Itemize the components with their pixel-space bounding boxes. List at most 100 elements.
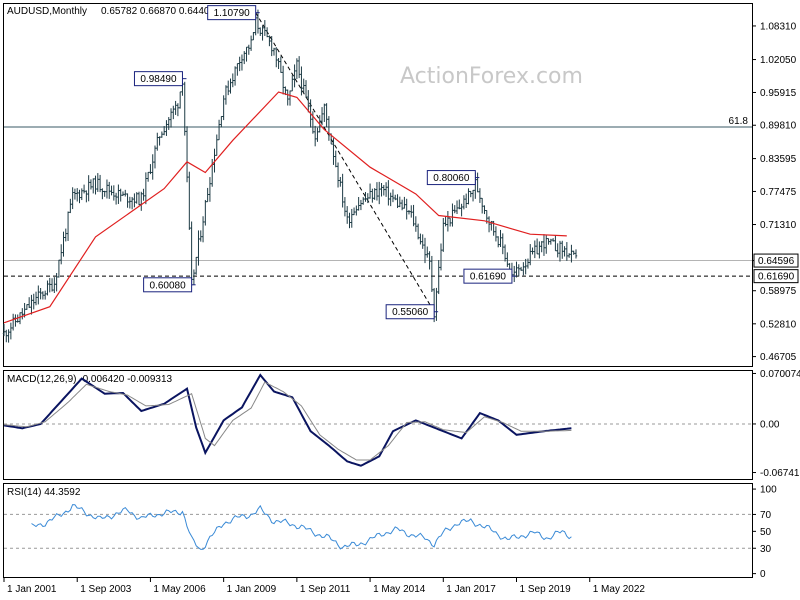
price-bar <box>357 197 360 211</box>
price-bar <box>444 216 447 227</box>
price-bar <box>535 238 539 255</box>
price-bar <box>389 192 392 207</box>
price-bar <box>7 329 10 343</box>
price-bar <box>114 192 118 205</box>
watermark: ActionForex.com <box>400 64 583 89</box>
price-bar <box>41 291 45 300</box>
price-bar <box>435 287 438 321</box>
price-bar <box>355 205 358 216</box>
price-bar <box>352 207 356 216</box>
price-bar <box>407 210 411 215</box>
price-bar <box>153 145 157 169</box>
svg-text:1.08310: 1.08310 <box>760 21 797 32</box>
price-bar <box>236 63 239 76</box>
price-bar <box>227 80 230 96</box>
svg-text:1 Sep 2003: 1 Sep 2003 <box>80 584 132 595</box>
price-bar <box>574 249 578 259</box>
macd-line-macd <box>3 373 572 467</box>
price-bar <box>549 238 553 245</box>
svg-text:1.02050: 1.02050 <box>760 55 797 66</box>
price-axis-tick: 0.71310 <box>752 220 797 231</box>
price-bar <box>5 329 8 343</box>
price-bar <box>414 216 418 232</box>
price-bar <box>103 190 106 197</box>
svg-text:0.070074: 0.070074 <box>760 369 800 380</box>
price-bar <box>439 243 443 271</box>
price-bar <box>382 184 386 196</box>
time-axis-tick: 1 May 2006 <box>149 577 206 595</box>
price-bar <box>108 181 111 199</box>
price-bar <box>570 244 573 263</box>
price-bar <box>387 180 390 206</box>
svg-text:50: 50 <box>760 527 772 538</box>
price-bar <box>346 206 349 224</box>
price-bar <box>112 185 116 201</box>
price-bar <box>53 277 56 293</box>
moving-average-line <box>3 91 567 324</box>
price-bar <box>217 119 221 141</box>
price-bar <box>506 252 509 267</box>
price-bar <box>185 126 189 183</box>
price-bar <box>503 244 507 262</box>
price-bar <box>398 196 402 208</box>
price-bar <box>279 56 283 73</box>
price-bar <box>245 46 248 62</box>
svg-text:1 Jan 2001: 1 Jan 2001 <box>7 584 57 595</box>
price-axis-tick: 0.95915 <box>752 88 797 99</box>
price-bar <box>9 322 13 340</box>
price-bar <box>30 294 33 315</box>
price-bar <box>446 211 450 232</box>
price-bar <box>172 105 175 120</box>
price-bar <box>268 35 271 47</box>
price-bar <box>423 237 427 264</box>
time-axis-tick: 1 Jan 2009 <box>223 577 277 595</box>
price-bar <box>14 314 17 327</box>
time-axis-tick: 1 Jan 2017 <box>442 577 496 595</box>
price-bar <box>176 103 180 117</box>
price-bar <box>256 9 260 34</box>
price-annotation: 0.60080 <box>143 277 196 293</box>
price-bar <box>133 193 136 208</box>
price-bar <box>32 293 35 310</box>
price-bar <box>206 187 209 203</box>
price-bar <box>563 246 566 257</box>
price-bar <box>348 212 351 229</box>
rsi-axis-tick: 100 <box>752 485 777 496</box>
price-annotation: 0.80060 <box>426 170 480 186</box>
price-bar <box>162 126 166 136</box>
price-bar <box>48 277 51 293</box>
price-annotation: 0.55060 <box>385 304 439 320</box>
macd-series-group <box>3 373 752 467</box>
price-bar <box>272 47 276 56</box>
price-bar <box>384 182 388 197</box>
price-bar <box>416 223 420 240</box>
svg-text:0.60080: 0.60080 <box>150 280 187 291</box>
price-bar <box>501 233 504 255</box>
price-bar <box>66 211 70 241</box>
svg-text:1 Sep 2019: 1 Sep 2019 <box>520 584 572 595</box>
svg-text:0.98490: 0.98490 <box>140 74 177 85</box>
svg-text:0.83595: 0.83595 <box>760 154 797 165</box>
price-bar <box>366 193 369 204</box>
price-bar <box>323 103 326 122</box>
price-bar <box>476 172 479 193</box>
price-annotations-group: 1.10790 0.98490 0.60080 0.80060 0.55060 0.616… <box>133 5 516 320</box>
price-bar <box>467 188 470 205</box>
price-bar <box>82 184 86 194</box>
price-bar <box>27 297 31 308</box>
price-annotation: 0.61690 <box>463 268 516 284</box>
price-bar <box>105 179 109 199</box>
price-bar <box>126 193 129 208</box>
price-bar <box>311 111 315 134</box>
price-bar <box>197 230 200 266</box>
price-bar <box>313 125 317 147</box>
symbol-label: AUDUSD,Monthly <box>7 6 87 17</box>
price-bar <box>460 203 463 217</box>
price-bar <box>316 127 319 142</box>
price-bar <box>405 198 408 220</box>
price-bar <box>545 235 548 254</box>
price-bar <box>204 199 207 226</box>
price-bar <box>146 171 150 182</box>
price-bar <box>391 189 395 203</box>
